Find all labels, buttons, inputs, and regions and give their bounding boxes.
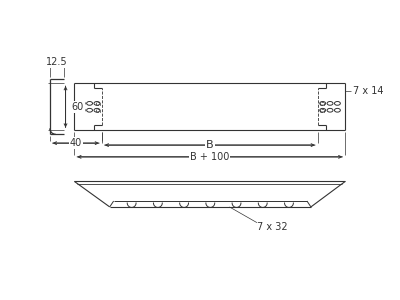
Bar: [96, 102, 100, 105]
Text: 12.5: 12.5: [46, 57, 68, 67]
Text: 60: 60: [72, 102, 84, 112]
Text: 7 x 14: 7 x 14: [353, 86, 384, 96]
Bar: [320, 109, 324, 112]
Text: B: B: [206, 140, 214, 150]
Bar: [96, 109, 100, 112]
Text: B + 100: B + 100: [190, 152, 230, 162]
Bar: [320, 102, 324, 105]
Text: 40: 40: [70, 138, 82, 148]
Text: 7 x 32: 7 x 32: [257, 222, 288, 232]
